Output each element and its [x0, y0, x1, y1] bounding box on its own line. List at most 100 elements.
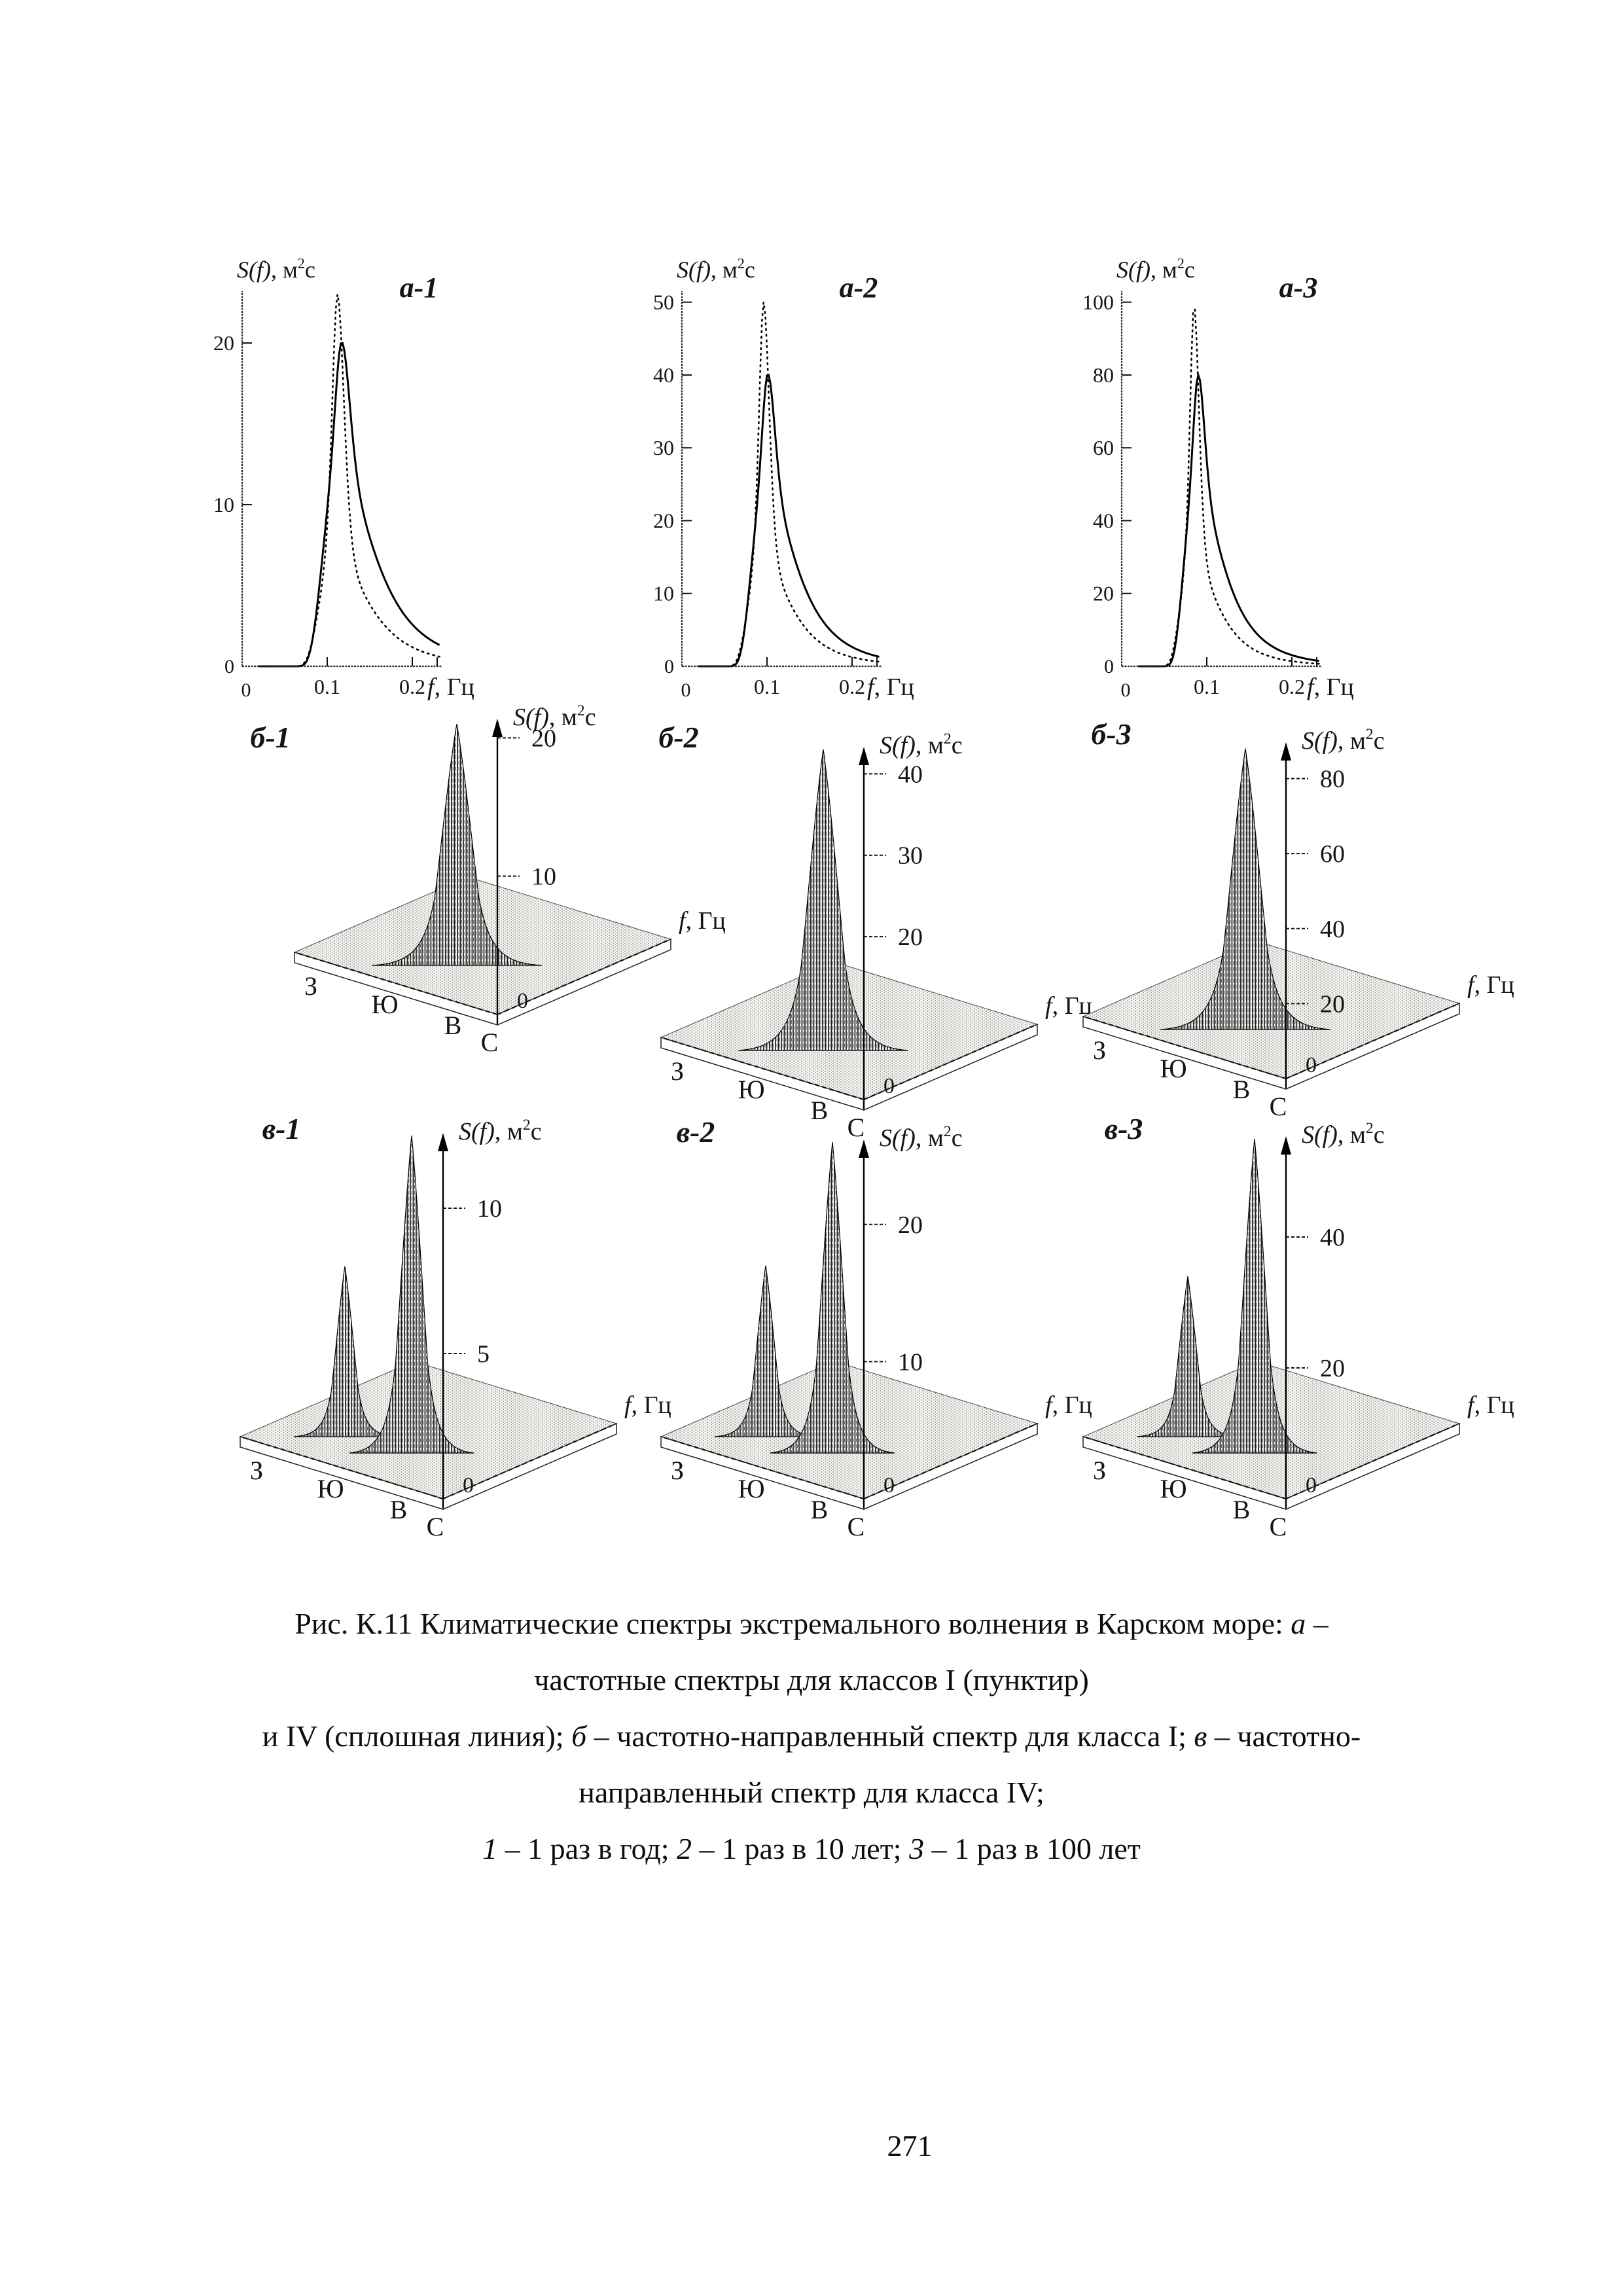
- frequency-axis-title: f, Гц: [1045, 1391, 1092, 1419]
- plot-text: 0.1: [314, 675, 340, 698]
- plot-text: 0.2: [399, 675, 425, 698]
- spectral-peak: [1160, 748, 1331, 1030]
- plot-text: З: [671, 1456, 684, 1485]
- spectral-peak: [714, 1265, 817, 1437]
- plot-text: 0.1: [1194, 675, 1220, 698]
- axis-arrow-icon: [1281, 742, 1291, 761]
- plot-text: а-3: [1279, 272, 1318, 304]
- frequency-axis-title: f, Гц: [1307, 673, 1354, 701]
- directional-spectrum-plot: [239, 1133, 618, 1511]
- plot-text: С: [1270, 1092, 1287, 1121]
- spectrum-axis-title: S(f), м2с: [1116, 255, 1195, 283]
- plot-text: З: [1093, 1035, 1106, 1065]
- spectrum-axis-title: S(f), м2с: [880, 730, 963, 759]
- plot-text: 60: [1093, 436, 1114, 459]
- spectral-peak: [371, 724, 543, 966]
- plot-text: 10: [653, 582, 674, 605]
- spectrum-axis-title: S(f), м2с: [237, 255, 315, 283]
- plot-text: 10: [477, 1195, 502, 1223]
- plot-text: б-3: [1091, 717, 1131, 751]
- plot-text: 0: [1121, 679, 1131, 701]
- plot-text: В: [444, 1011, 462, 1040]
- plot-text: 40: [1093, 509, 1114, 532]
- plot-text: 20: [898, 1211, 923, 1239]
- plot-text: Ю: [1160, 1474, 1186, 1503]
- spectrum-curve-dotted: [258, 294, 440, 668]
- plot-text: 10: [213, 493, 234, 516]
- frequency-axis-title: f, Гц: [624, 1391, 671, 1419]
- spectral-peak: [770, 1141, 895, 1454]
- plot-text: 0: [224, 656, 234, 677]
- plot-text: в-1: [262, 1112, 301, 1145]
- axis-arrow-icon: [438, 1133, 448, 1151]
- plot-text: 0: [883, 1473, 895, 1498]
- spectrum-curve-solid: [699, 374, 880, 668]
- plot-text: С: [1270, 1512, 1287, 1541]
- page-number: 271: [887, 2129, 933, 2162]
- figure-caption: Рис. К.11 Климатические спектры экстрема…: [79, 1596, 1544, 1877]
- plot-text: 0: [1104, 656, 1114, 677]
- plot-text: 0: [1306, 1053, 1317, 1077]
- plot-text: Ю: [738, 1075, 764, 1104]
- plot-text: в-2: [677, 1115, 715, 1149]
- plot-text: Ю: [1160, 1054, 1186, 1083]
- frequency-axis-title: f, Гц: [679, 907, 726, 935]
- axis-arrow-icon: [859, 747, 869, 765]
- plot-text: б-1: [250, 721, 290, 754]
- plot-text: 30: [653, 436, 674, 459]
- plot-text: 5: [477, 1340, 490, 1368]
- spectral-peak: [738, 749, 909, 1051]
- freq-spectrum-plot: [241, 291, 442, 668]
- plot-text: В: [811, 1495, 829, 1524]
- plot-text: В: [390, 1495, 408, 1524]
- frequency-axis-title: f, Гц: [867, 673, 914, 701]
- spectrum-curve-dotted: [1137, 307, 1320, 668]
- plot-text: З: [304, 971, 317, 1001]
- plot-text: 60: [1320, 840, 1345, 868]
- plot-text: С: [427, 1512, 444, 1541]
- plot-text: 40: [1320, 916, 1345, 943]
- plot-text: 10: [898, 1348, 923, 1376]
- plot-text: 0: [883, 1074, 895, 1098]
- plot-text: З: [250, 1456, 263, 1485]
- spectrum-axis-title: S(f), м2с: [1302, 1120, 1385, 1149]
- plot-text: 20: [653, 509, 674, 532]
- spectrum-curve-dotted: [698, 302, 880, 668]
- plot-text: Ю: [371, 990, 398, 1019]
- spectral-peak: [349, 1135, 474, 1454]
- frequency-axis-title: f, Гц: [1467, 1391, 1514, 1419]
- plot-text: Ю: [317, 1474, 344, 1503]
- plot-text: 100: [1082, 291, 1114, 314]
- caption-line: частотные спектры для классов I (пунктир…: [534, 1663, 1089, 1696]
- plot-text: 20: [1093, 582, 1114, 605]
- plot-text: а-2: [840, 272, 878, 304]
- plot-text: 20: [213, 331, 234, 355]
- plot-text: 10: [531, 863, 556, 891]
- freq-spectrum-plot: [681, 291, 882, 668]
- spectrum-axis-title: S(f), м2с: [1302, 726, 1385, 755]
- plot-text: 30: [898, 842, 923, 870]
- plot-text: З: [671, 1056, 684, 1086]
- plot-text: 20: [1320, 1355, 1345, 1382]
- spectrum-curve-solid: [1139, 371, 1319, 668]
- caption-line: 1 – 1 раз в год; 2 – 1 раз в 10 лет; 3 –…: [482, 1832, 1141, 1865]
- plot-text: 0: [681, 679, 691, 701]
- spectral-peak: [293, 1266, 397, 1437]
- plot-text: 20: [898, 924, 923, 951]
- directional-spectrum-plot: [1082, 742, 1461, 1090]
- plot-text: С: [481, 1028, 499, 1057]
- plot-text: 40: [1320, 1224, 1345, 1251]
- directional-spectrum-plot: [293, 719, 672, 1026]
- plot-text: 0.2: [839, 675, 865, 698]
- frequency-axis-title: f, Гц: [1467, 971, 1514, 999]
- plot-text: 80: [1093, 363, 1114, 387]
- plot-text: 0.1: [754, 675, 780, 698]
- axis-arrow-icon: [859, 1139, 869, 1158]
- plot-text: б-2: [658, 721, 698, 754]
- freq-spectrum-plot: [1120, 291, 1321, 668]
- axis-arrow-icon: [492, 719, 503, 737]
- plot-text: С: [847, 1113, 865, 1142]
- spectrum-axis-title: S(f), м2с: [880, 1123, 963, 1152]
